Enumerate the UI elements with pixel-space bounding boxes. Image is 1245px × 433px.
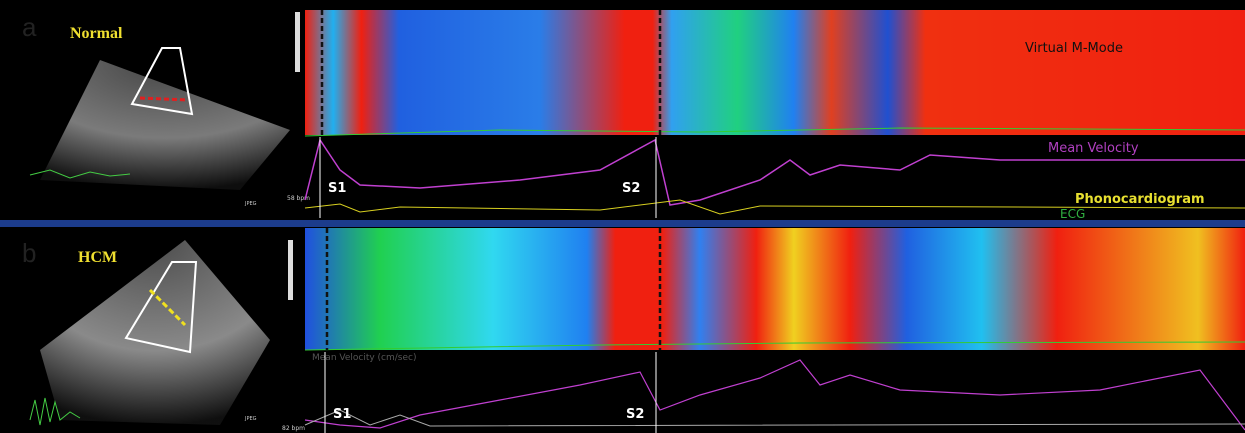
event-label: S1 [333,407,351,422]
trace-label: ECG [1060,207,1085,221]
trace-title: Mean Velocity (cm/sec) [312,353,417,363]
event-label: S2 [622,181,640,196]
event-label: S2 [626,407,644,422]
panel-label: a [22,12,37,42]
trace-label: Phonocardiogram [1075,192,1205,207]
m-mode-map [305,228,1245,350]
m-mode-title: Virtual M-Mode [1025,41,1123,56]
separator [0,220,1245,227]
gray-scale [288,240,293,300]
image-tag: JPEG [244,201,257,207]
image-tag: JPEG [244,416,257,422]
panel-label: b [22,238,36,268]
figure: a Normal JPEG 58 bpm Virtual M-Mode S1 S… [0,0,1245,433]
trace-label: Mean Velocity [1048,141,1139,156]
heart-rate: 82 bpm [282,425,305,432]
gray-scale [295,12,300,72]
m-mode-map [305,10,1245,135]
condition: HCM [78,249,117,266]
event-label: S1 [328,181,346,196]
condition: Normal [70,25,123,42]
